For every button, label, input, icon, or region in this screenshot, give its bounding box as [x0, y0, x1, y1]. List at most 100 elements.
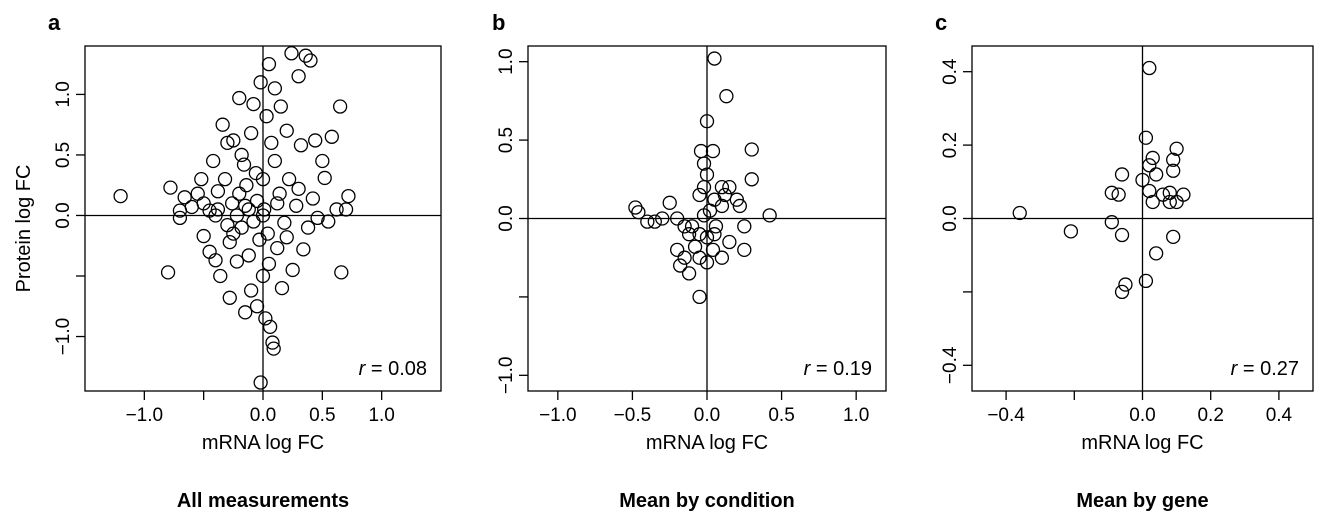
- data-point: [687, 239, 703, 254]
- data-point: [208, 208, 223, 223]
- data-point: [640, 214, 655, 229]
- data-point: [284, 46, 299, 61]
- data-point: [224, 196, 240, 211]
- data-point: [1104, 215, 1119, 230]
- data-point: [762, 208, 777, 223]
- data-point: [298, 48, 313, 63]
- panel-letter: b: [492, 10, 505, 35]
- data-point: [722, 179, 737, 195]
- data-point: [324, 129, 339, 144]
- correlation-label: r = 0.19: [804, 358, 872, 380]
- data-point: [253, 75, 268, 90]
- data-point: [677, 250, 692, 265]
- data-point: [662, 195, 677, 210]
- data-point: [705, 143, 721, 159]
- data-point: [696, 156, 712, 171]
- data-point: [232, 90, 247, 106]
- data-point: [285, 262, 300, 278]
- data-point: [160, 265, 176, 280]
- data-point: [1138, 130, 1154, 145]
- data-point: [317, 170, 332, 186]
- data-point: [1176, 187, 1191, 202]
- data-point: [261, 256, 277, 272]
- data-point: [279, 123, 294, 138]
- data-point: [681, 227, 697, 242]
- data-point: [277, 215, 292, 230]
- data-point: [215, 117, 230, 132]
- data-point: [1063, 224, 1079, 239]
- data-point: [737, 219, 752, 234]
- correlation-symbol: r: [804, 358, 812, 380]
- x-tick-label: −1.0: [539, 405, 577, 426]
- y-tick-label: 0.0: [940, 205, 961, 231]
- y-tick-label: 0.5: [496, 127, 517, 153]
- data-point: [220, 135, 235, 150]
- x-tick-label: −1.0: [126, 405, 164, 426]
- x-tick-label: 0.5: [768, 405, 794, 426]
- data-point: [341, 188, 356, 204]
- data-point: [699, 114, 715, 129]
- data-point: [707, 51, 722, 66]
- data-point: [234, 147, 249, 163]
- data-point: [249, 193, 265, 209]
- data-point: [332, 99, 348, 114]
- data-point: [232, 186, 247, 201]
- data-point: [177, 190, 192, 205]
- data-point: [303, 53, 318, 68]
- data-point: [255, 268, 271, 284]
- correlation-label: r = 0.27: [1231, 358, 1299, 380]
- correlation-value: = 0.27: [1237, 358, 1299, 380]
- data-point: [291, 181, 306, 196]
- data-point: [249, 299, 265, 314]
- x-tick-label: 1.0: [843, 405, 869, 426]
- panel-caption: Mean by gene: [1076, 490, 1208, 512]
- data-point: [243, 126, 259, 141]
- data-point: [260, 226, 275, 241]
- x-axis-label: mRNA log FC: [1081, 432, 1203, 454]
- x-tick-label: −0.4: [987, 405, 1025, 426]
- correlation-value: = 0.08: [365, 358, 427, 380]
- data-point: [1166, 229, 1181, 245]
- data-point: [243, 283, 259, 298]
- data-point: [707, 227, 722, 242]
- data-point: [338, 202, 354, 217]
- correlation-symbol: r: [1231, 358, 1239, 380]
- data-point: [1148, 167, 1164, 182]
- data-point: [213, 268, 228, 284]
- y-tick-label: 1.0: [53, 81, 74, 107]
- data-point: [1162, 185, 1177, 200]
- data-point: [692, 289, 707, 305]
- data-point: [732, 198, 747, 214]
- data-point: [229, 254, 245, 269]
- panel-c: c −0.4 0.0 0.2 0.4 −0.4 0.0 0.2 0.4 mRNA log FC r …: [935, 10, 1314, 512]
- y-tick-label: −0.4: [940, 346, 961, 384]
- data-point: [315, 153, 330, 169]
- y-axis-label: Protein log FC: [13, 165, 35, 293]
- data-point: [719, 89, 734, 104]
- data-point: [1148, 246, 1164, 261]
- data-point: [241, 202, 256, 217]
- data-point: [246, 96, 261, 112]
- data-point: [272, 186, 287, 201]
- x-tick-label: 0.2: [1197, 405, 1223, 426]
- x-axis-label: mRNA log FC: [646, 432, 768, 454]
- data-point: [208, 253, 223, 268]
- data-point: [293, 138, 309, 153]
- data-point: [647, 214, 662, 229]
- data-point: [1166, 163, 1181, 178]
- data-point: [190, 186, 205, 201]
- data-point: [677, 219, 692, 234]
- correlation-symbol: r: [359, 358, 367, 380]
- data-point: [655, 211, 670, 226]
- data-point: [267, 81, 283, 96]
- data-point: [305, 191, 320, 206]
- data-point: [729, 192, 744, 207]
- data-point: [1142, 60, 1157, 76]
- data-point: [262, 319, 278, 334]
- data-point: [1138, 273, 1154, 289]
- data-point: [1166, 152, 1181, 167]
- data-point: [217, 172, 233, 187]
- data-point: [206, 153, 221, 169]
- data-point: [1142, 158, 1157, 173]
